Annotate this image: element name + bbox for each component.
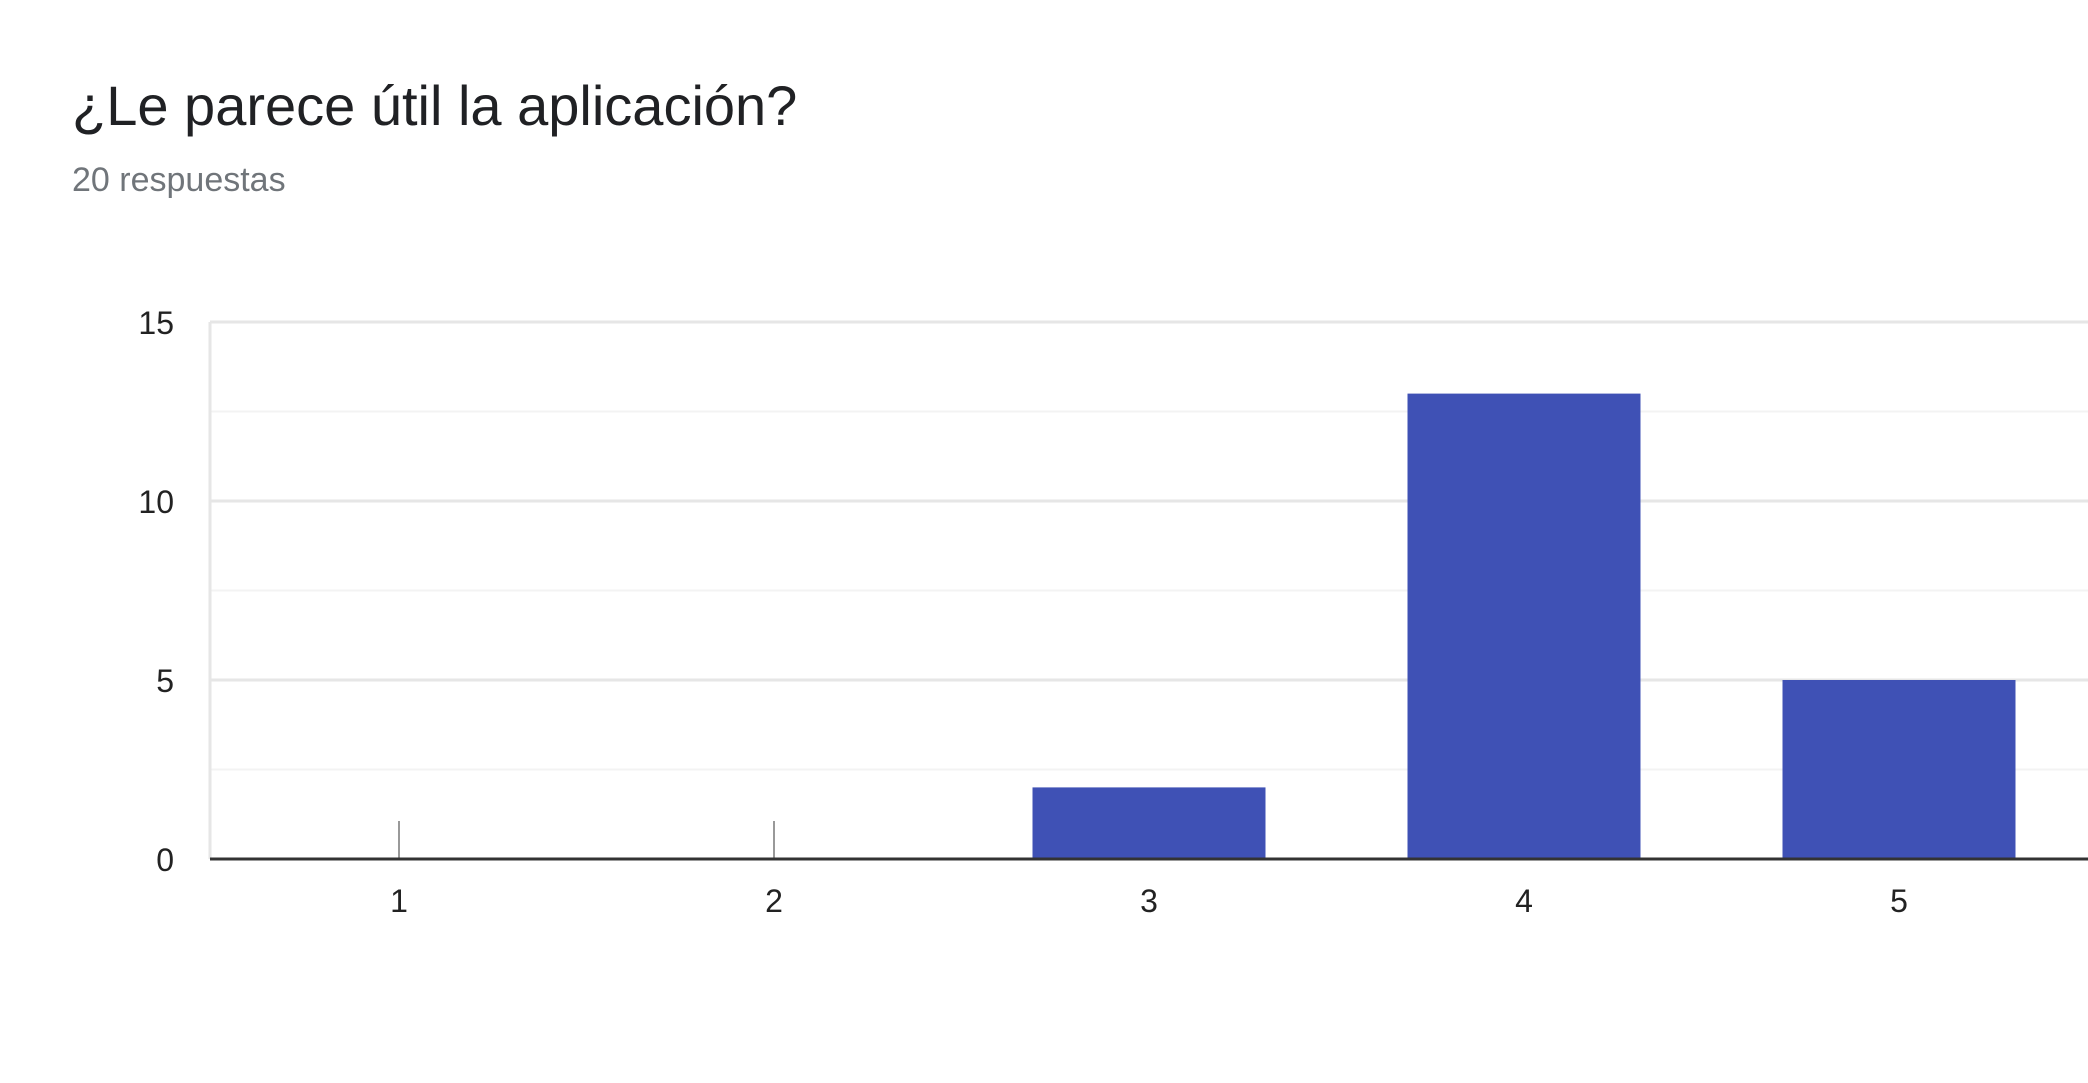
y-tick-label: 0 [156,842,174,878]
bars [398,393,2016,859]
gridlines [208,320,2088,859]
y-tick-label: 10 [138,484,174,520]
x-tick-label: 1 [390,883,408,919]
tick-labels: 0 5 10 15 1 2 3 4 5 [138,305,1907,919]
x-tick-label: 5 [1890,883,1908,919]
bar-4 [1407,393,1641,859]
question-title: ¿Le parece útil la aplicación? [72,74,798,137]
bar-3 [1032,787,1266,859]
response-count: 20 respuestas [72,161,286,199]
bar-5 [1782,680,2016,859]
y-tick-label: 15 [138,305,174,341]
x-tick-label: 2 [765,883,783,919]
x-tick-label: 4 [1515,883,1533,919]
x-tick-label: 3 [1140,883,1158,919]
y-tick-label: 5 [156,663,174,699]
